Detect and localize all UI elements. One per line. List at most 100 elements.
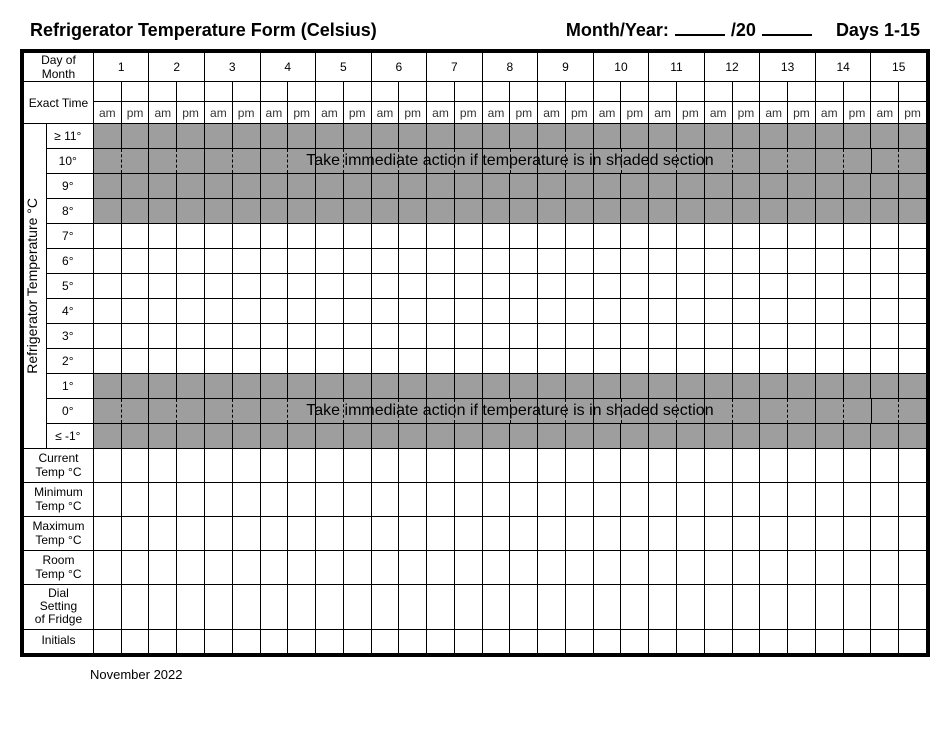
- bottom-cell-pm[interactable]: [788, 629, 816, 653]
- temp-cell-pm[interactable]: [343, 199, 371, 224]
- bottom-cell-pm[interactable]: [288, 483, 316, 517]
- temp-cell-am[interactable]: [649, 349, 677, 374]
- bottom-cell-am[interactable]: [260, 585, 288, 630]
- temp-cell-am[interactable]: [427, 224, 455, 249]
- bottom-cell-am[interactable]: [371, 585, 399, 630]
- temp-cell-pm[interactable]: [454, 299, 482, 324]
- temp-cell-pm[interactable]: [399, 224, 427, 249]
- temp-cell-am[interactable]: [538, 199, 566, 224]
- temp-cell-pm[interactable]: [788, 299, 816, 324]
- bottom-cell-pm[interactable]: [343, 551, 371, 585]
- temp-cell-am[interactable]: [260, 274, 288, 299]
- temp-cell-am[interactable]: [704, 324, 732, 349]
- temp-cell-pm[interactable]: [343, 324, 371, 349]
- temp-cell-am[interactable]: [649, 249, 677, 274]
- temp-cell-am[interactable]: [204, 374, 232, 399]
- temp-cell-am[interactable]: [482, 174, 510, 199]
- temp-cell-am[interactable]: [704, 124, 732, 149]
- bottom-cell-pm[interactable]: [343, 517, 371, 551]
- bottom-cell-am[interactable]: [149, 585, 177, 630]
- bottom-cell-am[interactable]: [427, 449, 455, 483]
- temp-cell-pm[interactable]: [788, 174, 816, 199]
- bottom-cell-pm[interactable]: [788, 517, 816, 551]
- temp-cell-pm[interactable]: [843, 174, 871, 199]
- bottom-cell-am[interactable]: [427, 483, 455, 517]
- temp-cell-am[interactable]: [149, 349, 177, 374]
- temp-cell-am[interactable]: [427, 199, 455, 224]
- temp-cell-pm[interactable]: [232, 424, 260, 449]
- temp-cell-pm[interactable]: [177, 424, 205, 449]
- bottom-cell-am[interactable]: [260, 449, 288, 483]
- time-entry-am[interactable]: [871, 82, 899, 102]
- temp-cell-pm[interactable]: [732, 274, 760, 299]
- bottom-cell-am[interactable]: [538, 551, 566, 585]
- temp-cell-am[interactable]: [649, 374, 677, 399]
- temp-cell-pm[interactable]: [677, 224, 705, 249]
- temp-cell-am[interactable]: [204, 199, 232, 224]
- temp-cell-pm[interactable]: [565, 374, 593, 399]
- temp-cell-am[interactable]: [871, 324, 899, 349]
- bottom-cell-pm[interactable]: [454, 551, 482, 585]
- temp-cell-pm[interactable]: [177, 349, 205, 374]
- bottom-cell-am[interactable]: [593, 517, 621, 551]
- time-entry-am[interactable]: [371, 82, 399, 102]
- bottom-cell-pm[interactable]: [510, 483, 538, 517]
- bottom-cell-pm[interactable]: [454, 585, 482, 630]
- bottom-cell-am[interactable]: [260, 629, 288, 653]
- temp-cell-am[interactable]: [482, 224, 510, 249]
- temp-cell-am[interactable]: [260, 424, 288, 449]
- bottom-cell-pm[interactable]: [899, 551, 927, 585]
- time-entry-pm[interactable]: [732, 82, 760, 102]
- temp-cell-am[interactable]: [871, 424, 899, 449]
- temp-cell-am[interactable]: [204, 274, 232, 299]
- bottom-cell-pm[interactable]: [177, 483, 205, 517]
- temp-cell-am[interactable]: [815, 174, 843, 199]
- bottom-cell-pm[interactable]: [121, 483, 149, 517]
- temp-cell-pm[interactable]: [621, 349, 649, 374]
- bottom-cell-pm[interactable]: [510, 629, 538, 653]
- time-entry-pm[interactable]: [621, 82, 649, 102]
- temp-cell-pm[interactable]: [510, 274, 538, 299]
- temp-cell-pm[interactable]: [232, 349, 260, 374]
- temp-cell-am[interactable]: [649, 174, 677, 199]
- temp-cell-am[interactable]: [593, 324, 621, 349]
- temp-cell-am[interactable]: [482, 249, 510, 274]
- temp-cell-pm[interactable]: [399, 199, 427, 224]
- time-entry-am[interactable]: [149, 82, 177, 102]
- temp-cell-pm[interactable]: [899, 274, 927, 299]
- temp-cell-am[interactable]: [260, 199, 288, 224]
- bottom-cell-am[interactable]: [704, 449, 732, 483]
- temp-cell-pm[interactable]: [843, 324, 871, 349]
- year-blank[interactable]: [762, 34, 812, 36]
- temp-cell-am[interactable]: [93, 274, 121, 299]
- temp-cell-am[interactable]: [538, 299, 566, 324]
- temp-cell-pm[interactable]: [565, 324, 593, 349]
- temp-cell-am[interactable]: [204, 174, 232, 199]
- temp-cell-am[interactable]: [204, 224, 232, 249]
- time-entry-pm[interactable]: [288, 82, 316, 102]
- temp-cell-pm[interactable]: [454, 199, 482, 224]
- temp-cell-pm[interactable]: [565, 299, 593, 324]
- temp-cell-pm[interactable]: [399, 324, 427, 349]
- temp-cell-pm[interactable]: [565, 174, 593, 199]
- bottom-cell-am[interactable]: [316, 517, 344, 551]
- bottom-cell-pm[interactable]: [454, 629, 482, 653]
- temp-cell-pm[interactable]: [843, 374, 871, 399]
- temp-cell-pm[interactable]: [232, 199, 260, 224]
- temp-cell-pm[interactable]: [177, 199, 205, 224]
- temp-cell-am[interactable]: [482, 299, 510, 324]
- temp-cell-am[interactable]: [871, 274, 899, 299]
- bottom-cell-am[interactable]: [316, 551, 344, 585]
- temp-cell-am[interactable]: [260, 174, 288, 199]
- bottom-cell-am[interactable]: [316, 585, 344, 630]
- bottom-cell-am[interactable]: [871, 517, 899, 551]
- temp-cell-am[interactable]: [871, 124, 899, 149]
- temp-cell-pm[interactable]: [843, 274, 871, 299]
- bottom-cell-pm[interactable]: [343, 483, 371, 517]
- temp-cell-pm[interactable]: [121, 224, 149, 249]
- temp-cell-pm[interactable]: [788, 374, 816, 399]
- temp-cell-am[interactable]: [93, 374, 121, 399]
- temp-cell-pm[interactable]: [177, 299, 205, 324]
- bottom-cell-pm[interactable]: [788, 585, 816, 630]
- temp-cell-am[interactable]: [204, 349, 232, 374]
